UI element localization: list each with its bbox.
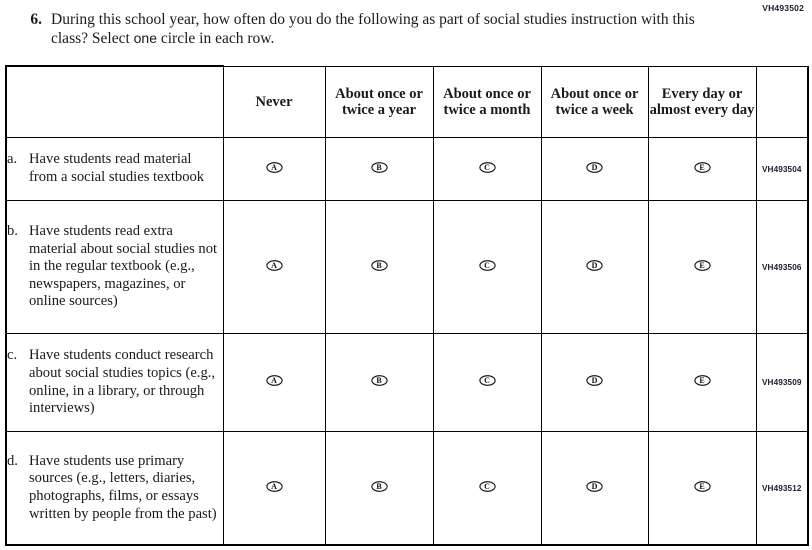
bubble-c-month[interactable]: C (432, 333, 542, 432)
bubble-letter: D (591, 260, 598, 270)
row-letter-d: d. (7, 452, 18, 469)
question-text-part2: circle in each row. (157, 30, 275, 47)
row-stem-b: b. Have students read extra material abo… (5, 200, 224, 334)
radio-bubble-icon[interactable]: E (693, 161, 711, 173)
bubble-letter: E (699, 481, 705, 491)
header-once-twice-year: About once or twice a year (324, 65, 434, 138)
table-row: d. Have students use primary sources (e.… (5, 431, 809, 546)
bubble-a-month[interactable]: C (432, 137, 542, 201)
row-label-c: Have students conduct research about soc… (29, 347, 216, 417)
response-matrix-table: Never About once or twice a year About o… (5, 65, 809, 546)
header-row: Never About once or twice a year About o… (5, 65, 809, 138)
question-number: 6. (30, 11, 42, 28)
radio-bubble-icon[interactable]: D (586, 161, 603, 173)
table-row: a. Have students read material from a so… (5, 137, 809, 201)
row-stem-d: d. Have students use primary sources (e.… (5, 431, 224, 546)
row-stem-a: a. Have students read material from a so… (5, 137, 224, 201)
header-never: Never (222, 65, 326, 138)
bubble-b-week[interactable]: D (540, 200, 649, 334)
question-emphasis-one: one (133, 30, 157, 46)
bubble-b-month[interactable]: C (432, 200, 542, 334)
bubble-letter: D (591, 481, 598, 491)
table-row: b. Have students read extra material abo… (5, 200, 809, 334)
bubble-d-never[interactable]: A (222, 431, 326, 546)
bubble-letter: A (271, 376, 277, 385)
radio-bubble-icon[interactable]: B (370, 480, 388, 492)
bubble-letter: C (484, 376, 490, 385)
form-item-code: VH493502 (762, 3, 804, 13)
row-label-d: Have students use primary sources (e.g.,… (29, 452, 217, 522)
question-text: During this school year, how often do yo… (51, 10, 726, 48)
bubble-letter: B (376, 162, 382, 172)
bubble-c-week[interactable]: D (540, 333, 649, 432)
bubble-b-year[interactable]: B (324, 200, 434, 334)
header-once-twice-week: About once or twice a week (540, 65, 649, 138)
question-text-part1: During this school year, how often do yo… (51, 11, 695, 47)
bubble-a-everyday[interactable]: E (647, 137, 757, 201)
bubble-letter: E (699, 162, 705, 172)
row-letter-a: a. (7, 151, 18, 168)
bubble-letter: D (591, 162, 598, 172)
row-code-d: VH493512 (755, 431, 809, 546)
bubble-letter: C (484, 260, 490, 270)
header-code-blank (755, 65, 809, 138)
table-header: Never About once or twice a year About o… (5, 65, 809, 138)
bubble-letter: E (699, 260, 705, 270)
radio-bubble-icon[interactable]: A (265, 161, 283, 173)
bubble-letter: A (271, 162, 277, 172)
radio-bubble-icon[interactable]: B (370, 259, 388, 271)
bubble-c-everyday[interactable]: E (647, 333, 757, 432)
header-stem-blank (5, 65, 224, 138)
bubble-letter: A (271, 481, 277, 491)
bubble-letter: D (591, 376, 598, 385)
bubble-letter: B (376, 481, 382, 491)
radio-bubble-icon[interactable]: E (693, 259, 711, 271)
question-stem: 6. During this school year, how often do… (16, 10, 726, 48)
bubble-b-everyday[interactable]: E (647, 200, 757, 334)
bubble-letter: C (484, 481, 490, 491)
radio-bubble-icon[interactable]: C (478, 259, 496, 271)
radio-bubble-icon[interactable]: A (265, 375, 283, 386)
bubble-d-year[interactable]: B (324, 431, 434, 546)
radio-bubble-icon[interactable]: B (370, 375, 388, 386)
row-label-a: Have students read material from a socia… (29, 151, 205, 185)
bubble-d-month[interactable]: C (432, 431, 542, 546)
radio-bubble-icon[interactable]: C (478, 375, 496, 386)
bubble-letter: E (699, 376, 705, 385)
radio-bubble-icon[interactable]: A (265, 480, 283, 492)
table-body: a. Have students read material from a so… (5, 137, 809, 546)
row-label-b: Have students read extra material about … (29, 223, 218, 310)
header-every-day: Every day or almost every day (647, 65, 757, 138)
radio-bubble-icon[interactable]: A (265, 259, 283, 271)
bubble-c-never[interactable]: A (222, 333, 326, 432)
row-code-a: VH493504 (755, 137, 809, 201)
row-stem-c: c. Have students conduct research about … (5, 333, 224, 432)
row-letter-c: c. (7, 347, 18, 364)
row-code-b: VH493506 (755, 200, 809, 334)
bubble-letter: C (484, 162, 490, 172)
bubble-a-year[interactable]: B (324, 137, 434, 201)
bubble-letter: A (271, 260, 277, 270)
radio-bubble-icon[interactable]: E (693, 375, 711, 386)
radio-bubble-icon[interactable]: D (586, 375, 603, 386)
bubble-a-never[interactable]: A (222, 137, 326, 201)
radio-bubble-icon[interactable]: E (693, 480, 711, 492)
radio-bubble-icon[interactable]: D (586, 480, 603, 492)
bubble-letter: B (376, 260, 382, 270)
table-row: c. Have students conduct research about … (5, 333, 809, 432)
row-letter-b: b. (7, 223, 18, 240)
radio-bubble-icon[interactable]: D (586, 259, 603, 271)
radio-bubble-icon[interactable]: C (478, 480, 496, 492)
radio-bubble-icon[interactable]: B (370, 161, 388, 173)
row-code-c: VH493509 (755, 333, 809, 432)
bubble-c-year[interactable]: B (324, 333, 434, 432)
radio-bubble-icon[interactable]: C (478, 161, 496, 173)
header-once-twice-month: About once or twice a month (432, 65, 542, 138)
bubble-d-week[interactable]: D (540, 431, 649, 546)
bubble-a-week[interactable]: D (540, 137, 649, 201)
bubble-b-never[interactable]: A (222, 200, 326, 334)
bubble-d-everyday[interactable]: E (647, 431, 757, 546)
bubble-letter: B (376, 376, 382, 385)
